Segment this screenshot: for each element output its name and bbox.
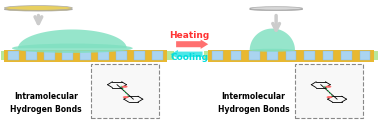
FancyBboxPatch shape [231, 51, 241, 60]
FancyBboxPatch shape [208, 50, 374, 62]
FancyBboxPatch shape [360, 51, 370, 60]
Circle shape [325, 86, 332, 88]
Text: Intermolecular: Intermolecular [222, 92, 285, 101]
FancyBboxPatch shape [80, 51, 91, 60]
FancyBboxPatch shape [286, 51, 296, 60]
FancyBboxPatch shape [304, 51, 315, 60]
FancyArrow shape [170, 50, 203, 59]
FancyBboxPatch shape [98, 51, 109, 60]
Polygon shape [250, 29, 295, 50]
FancyBboxPatch shape [268, 51, 278, 60]
FancyBboxPatch shape [5, 50, 167, 62]
FancyBboxPatch shape [116, 51, 127, 60]
FancyBboxPatch shape [204, 51, 378, 60]
FancyBboxPatch shape [295, 64, 363, 118]
Ellipse shape [250, 7, 302, 10]
FancyBboxPatch shape [44, 51, 55, 60]
Ellipse shape [5, 8, 72, 11]
Text: Hydrogen Bonds: Hydrogen Bonds [10, 105, 82, 114]
FancyBboxPatch shape [323, 51, 333, 60]
FancyBboxPatch shape [8, 51, 19, 60]
FancyBboxPatch shape [1, 51, 174, 60]
FancyBboxPatch shape [26, 51, 37, 60]
FancyBboxPatch shape [249, 51, 260, 60]
Circle shape [122, 86, 128, 88]
FancyBboxPatch shape [91, 64, 159, 118]
Circle shape [327, 96, 333, 98]
FancyArrow shape [176, 40, 208, 49]
Text: Intramolecular: Intramolecular [14, 92, 78, 101]
Text: Heating: Heating [169, 31, 209, 40]
FancyBboxPatch shape [152, 51, 163, 60]
Circle shape [123, 96, 129, 98]
FancyBboxPatch shape [212, 51, 223, 60]
Polygon shape [18, 29, 127, 48]
Text: Cooling: Cooling [170, 53, 208, 62]
Ellipse shape [12, 44, 133, 53]
Ellipse shape [250, 8, 302, 11]
Ellipse shape [5, 6, 72, 10]
FancyBboxPatch shape [134, 51, 145, 60]
Text: Hydrogen Bonds: Hydrogen Bonds [218, 105, 289, 114]
FancyBboxPatch shape [341, 51, 352, 60]
Ellipse shape [250, 49, 295, 52]
FancyBboxPatch shape [62, 51, 73, 60]
